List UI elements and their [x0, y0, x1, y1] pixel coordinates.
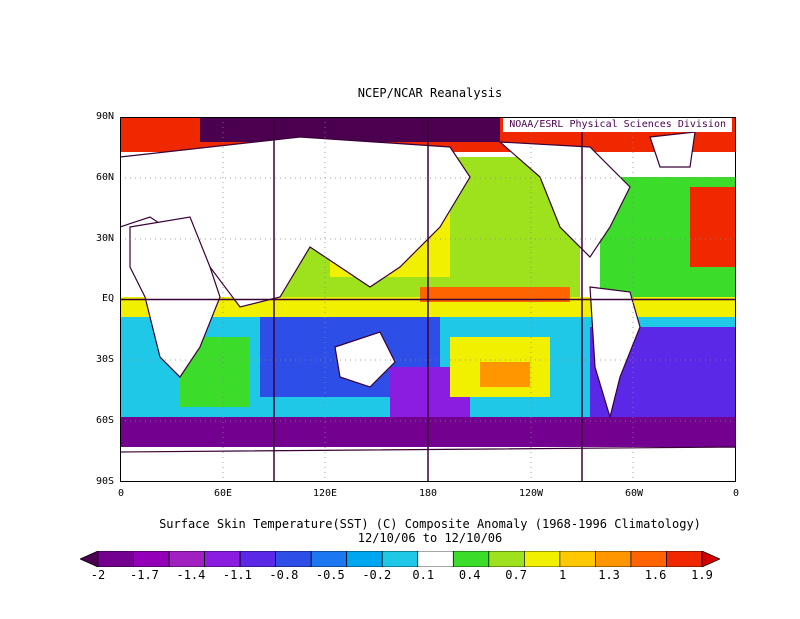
- colorbar-label: 1.6: [644, 568, 667, 582]
- colorbar-arrow-low: [80, 551, 99, 567]
- caption-dates: 12/10/06 to 12/10/06: [357, 531, 503, 545]
- colorbar-swatch: [524, 551, 561, 567]
- colorbar-label: 0.7: [505, 568, 527, 582]
- lat-label: EQ: [101, 293, 114, 304]
- colorbar-label: 1.3: [598, 568, 620, 582]
- lon-label: 120W: [518, 488, 544, 499]
- lat-label: 30N: [95, 233, 114, 244]
- colorbar-swatch: [275, 551, 312, 567]
- colorbar-label: 1: [558, 568, 567, 582]
- australia: [334, 331, 396, 388]
- greenland: [649, 131, 696, 168]
- lat-label: 60N: [95, 172, 114, 183]
- sst-anomaly-map: [120, 117, 736, 482]
- colorbar-swatch: [595, 551, 632, 567]
- caption-title: Surface Skin Temperature(SST) (C) Compos…: [159, 517, 701, 531]
- grid-lines: [120, 117, 736, 482]
- colorbar-swatch: [452, 551, 490, 567]
- south-america: [589, 286, 641, 420]
- colorbar-swatch: [630, 551, 667, 567]
- colorbar-label: -0.5: [315, 568, 345, 582]
- colorbar-swatch: [488, 551, 525, 567]
- colorbar-swatch: [97, 551, 134, 567]
- colorbar-label: -1.1: [222, 568, 252, 582]
- lon-label: 180: [418, 488, 438, 499]
- lon-label: 120E: [312, 488, 338, 499]
- colorbar-swatch: [204, 551, 241, 567]
- colorbar-arrow-high: [701, 551, 720, 567]
- colorbar-label: -1.7: [130, 568, 159, 582]
- lat-label: 90S: [95, 476, 114, 487]
- colorbar-swatch: [310, 551, 348, 567]
- colorbar-label: 0.4: [458, 568, 481, 582]
- lon-label: 0: [117, 488, 125, 499]
- lat-label: 60S: [95, 415, 114, 426]
- credit-label: NOAA/ESRL Physical Sciences Division: [503, 118, 732, 132]
- colorbar-swatch: [559, 551, 596, 567]
- lon-label: 0: [732, 488, 740, 499]
- lat-label: 30S: [95, 354, 114, 365]
- north-america: [498, 141, 631, 258]
- dotted-grid: [120, 117, 736, 482]
- africa: [129, 216, 221, 378]
- colorbar-swatch: [168, 551, 205, 567]
- colorbar-swatch: [239, 551, 276, 567]
- colorbar: [80, 551, 720, 567]
- colorbar-label: -0.8: [269, 568, 299, 582]
- map-title: NCEP/NCAR Reanalysis: [357, 86, 503, 100]
- colorbar-swatch: [346, 551, 383, 567]
- colorbar-label: -0.2: [362, 568, 392, 582]
- colorbar-swatch: [133, 551, 170, 567]
- colorbar-label: -2: [90, 568, 106, 582]
- lon-label: 60E: [213, 488, 233, 499]
- lat-label: 90N: [95, 111, 114, 122]
- colorbar-swatch: [417, 551, 454, 567]
- map-border: [120, 117, 736, 482]
- colorbar-label: 0.1: [412, 568, 435, 582]
- colorbar-swatch: [666, 551, 703, 567]
- colorbar-label: -1.4: [176, 568, 206, 582]
- colorbar-label: 1.9: [691, 568, 713, 582]
- lon-label: 60W: [624, 488, 644, 499]
- colorbar-swatch: [381, 551, 419, 567]
